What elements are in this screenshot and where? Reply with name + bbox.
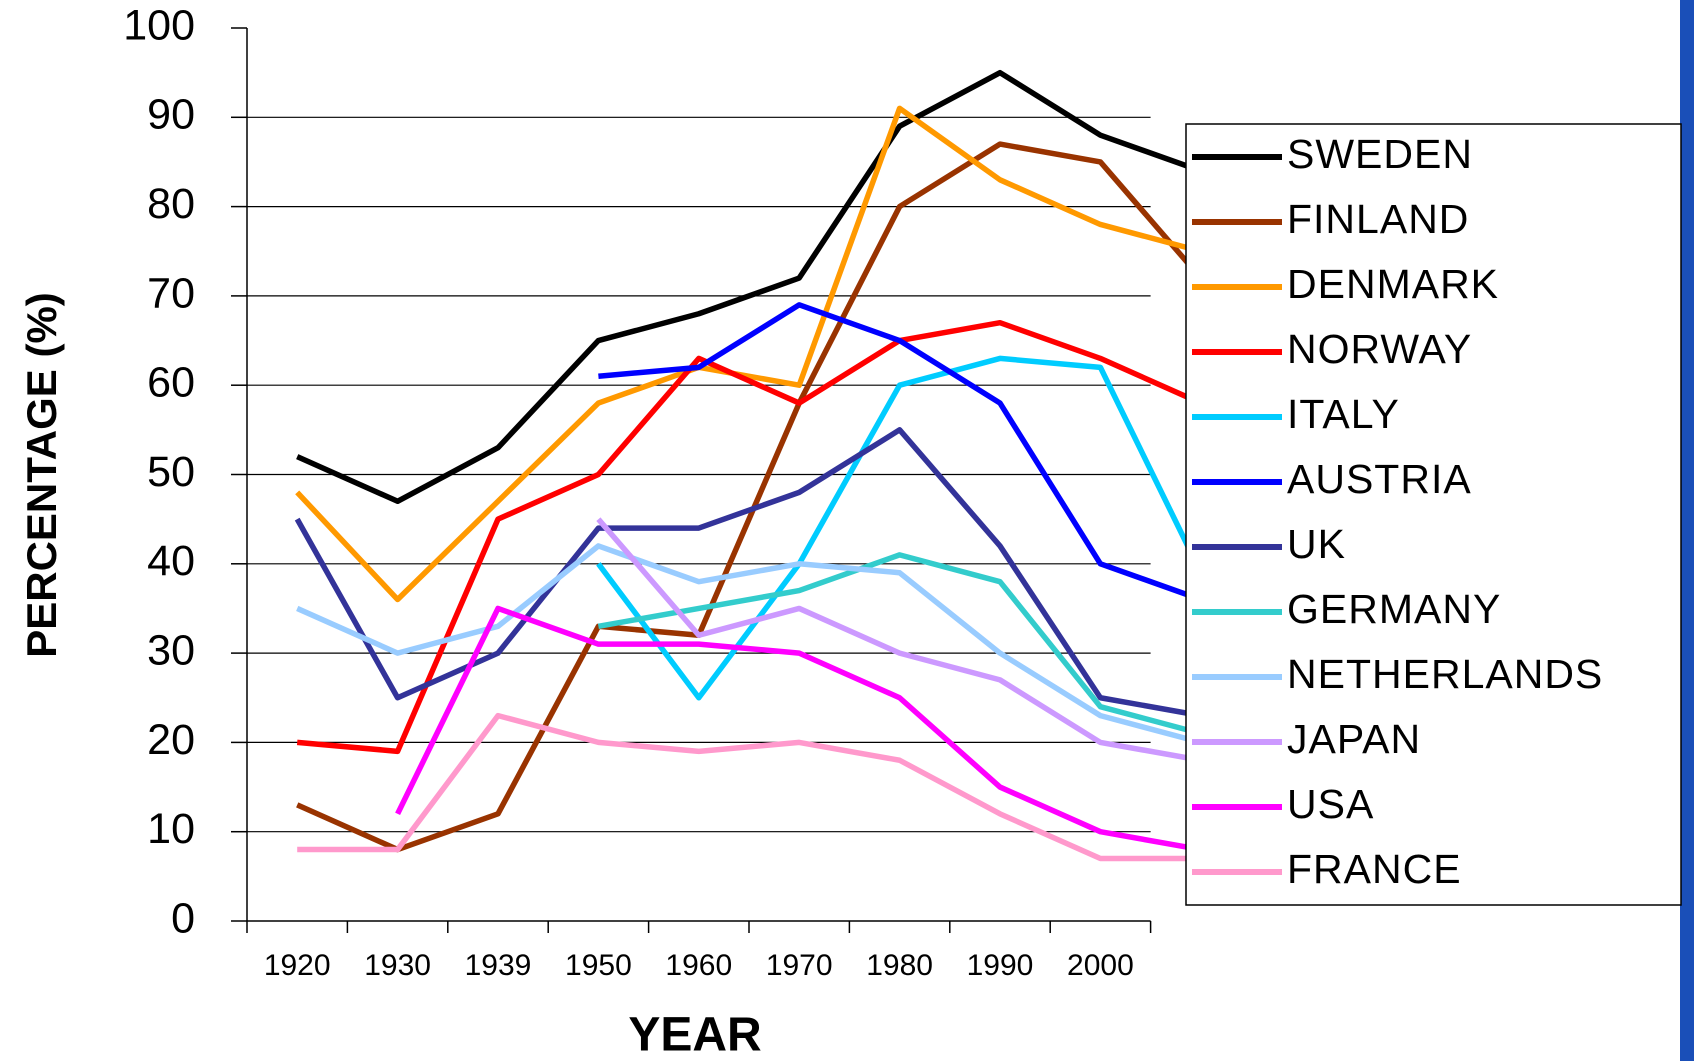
y-tick-label: 20 xyxy=(147,716,195,764)
legend-label: AUSTRIA xyxy=(1287,456,1472,502)
series-line xyxy=(598,302,1202,603)
legend-label: NORWAY xyxy=(1287,326,1472,372)
grid xyxy=(231,27,1151,922)
series-line xyxy=(395,605,1202,853)
x-tick-label: 1960 xyxy=(665,949,732,982)
series-line xyxy=(295,105,1202,603)
legend-label: DENMARK xyxy=(1287,261,1499,307)
edge-strip xyxy=(1680,0,1694,1061)
legend-label: ITALY xyxy=(1287,391,1400,437)
x-tick-label: 1920 xyxy=(264,949,331,982)
y-axis-title: PERCENTAGE (%) xyxy=(18,292,65,658)
x-tick-label: 2000 xyxy=(1067,949,1134,982)
series-line xyxy=(294,427,1202,719)
x-tick-label: 1939 xyxy=(465,949,532,982)
legend-label: USA xyxy=(1287,781,1374,827)
series-line xyxy=(596,355,1204,701)
series-line xyxy=(597,552,1202,737)
series-line xyxy=(296,543,1202,746)
series-line xyxy=(296,141,1203,853)
y-tick-label: 50 xyxy=(147,448,195,496)
legend-label: FINLAND xyxy=(1287,196,1469,242)
x-tick-label: 1980 xyxy=(866,949,933,982)
series-line xyxy=(297,712,1201,862)
y-tick-label: 70 xyxy=(147,269,195,317)
legend-label: GERMANY xyxy=(1287,586,1501,632)
x-tick-label: 1930 xyxy=(364,949,431,982)
series-line xyxy=(296,319,1202,755)
x-tick-label: 1990 xyxy=(967,949,1034,982)
y-tick-label: 100 xyxy=(123,1,195,49)
y-tick-label: 90 xyxy=(147,91,195,139)
x-tick-label: 1970 xyxy=(766,949,833,982)
y-tick-label: 30 xyxy=(147,626,195,674)
series-line xyxy=(296,69,1202,505)
legend-label: JAPAN xyxy=(1287,716,1421,762)
y-tick-label: 40 xyxy=(147,537,195,585)
y-tick-label: 10 xyxy=(147,805,195,853)
legend-label: UK xyxy=(1287,521,1346,567)
y-tick-label: 80 xyxy=(147,180,195,228)
legend-box xyxy=(1185,123,1682,906)
y-tick-label: 0 xyxy=(171,894,195,942)
legend-label: FRANCE xyxy=(1287,846,1462,892)
series-line xyxy=(596,517,1202,763)
x-tick-label: 1950 xyxy=(565,949,632,982)
legend-label: NETHERLANDS xyxy=(1287,651,1603,697)
x-axis-title: YEAR xyxy=(628,1009,761,1061)
y-tick-label: 60 xyxy=(147,359,195,407)
legend-label: SWEDEN xyxy=(1287,131,1473,177)
